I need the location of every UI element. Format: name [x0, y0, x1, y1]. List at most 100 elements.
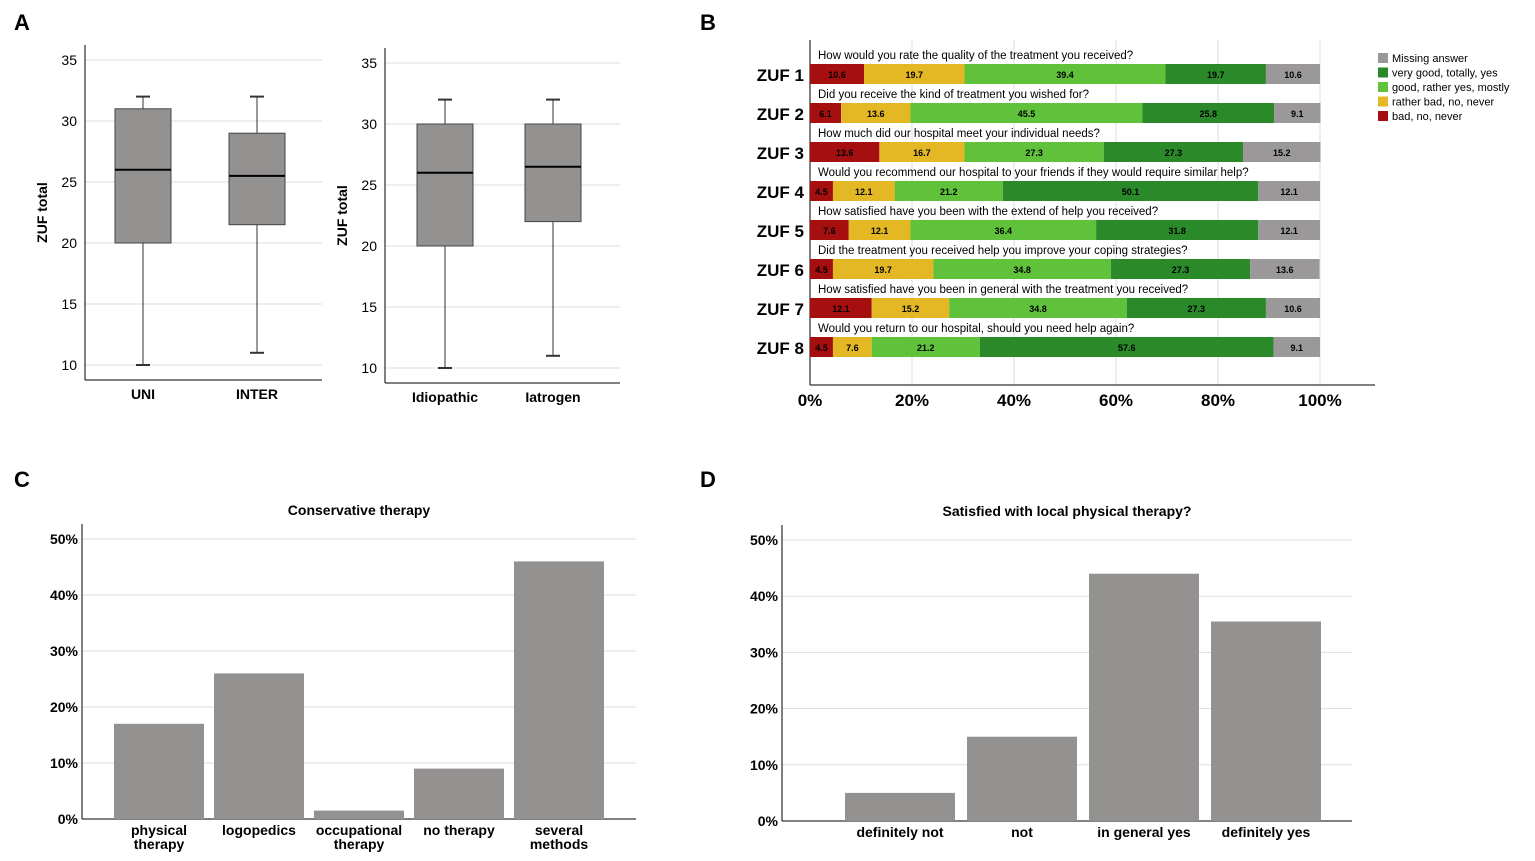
category-label: ZUF 6: [757, 261, 804, 280]
bar-segment: [1265, 298, 1320, 318]
data-label: 4.5: [815, 343, 828, 353]
question-text: How satisfied have you been in general w…: [818, 284, 1188, 296]
y-tick-label: 30: [61, 113, 77, 129]
data-label: 4.5: [815, 265, 828, 275]
data-label: 13.6: [867, 109, 885, 119]
question-text: Did the treatment you received help you …: [818, 245, 1187, 257]
data-label: 16.7: [913, 148, 931, 158]
bar-segment: [949, 298, 1127, 318]
category-label: ZUF 1: [757, 66, 804, 85]
y-tick-label: 20: [61, 235, 77, 251]
data-label: 27.3: [1188, 304, 1206, 314]
data-label: 50.1: [1122, 187, 1140, 197]
data-label: 15.2: [902, 304, 920, 314]
legend-swatch: [1378, 67, 1388, 78]
y-tick-label: 0%: [58, 811, 79, 827]
question-text: How would you rate the quality of the tr…: [818, 50, 1133, 62]
y-tick-label: 40%: [50, 587, 79, 603]
bar: [967, 736, 1077, 821]
panel-label: A: [14, 10, 30, 35]
bar: [514, 561, 604, 819]
y-tick-label: 10: [61, 357, 77, 373]
bar: [214, 673, 304, 819]
bar-segment: [810, 64, 865, 84]
data-label: 13.6: [836, 148, 854, 158]
bar-segment: [1274, 103, 1321, 123]
bar-segment: [964, 142, 1104, 162]
question-text: How much did our hospital meet your indi…: [818, 128, 1100, 140]
x-tick-label: no therapy: [423, 822, 495, 838]
bar-segment: [848, 220, 911, 240]
legend-label: very good, totally, yes: [1392, 68, 1498, 80]
bar-segment: [841, 103, 911, 123]
category-label: ZUF 8: [757, 339, 804, 358]
data-label: 12.1: [1280, 226, 1298, 236]
y-tick-label: 50%: [750, 532, 779, 548]
bar: [845, 792, 955, 821]
bar-segment: [879, 142, 965, 162]
y-tick-label: 35: [361, 55, 377, 71]
question-text: How satisfied have you been with the ext…: [818, 206, 1158, 218]
bar-segment: [933, 259, 1111, 279]
y-tick-label: 20%: [50, 699, 79, 715]
bar-segment: [810, 103, 842, 123]
bar: [114, 723, 204, 819]
x-tick-label: UNI: [131, 386, 155, 402]
y-tick-label: 20%: [750, 701, 779, 717]
x-tick-label: Iatrogen: [525, 389, 580, 405]
x-tick-label: Idiopathic: [412, 389, 478, 405]
y-tick-label: 15: [361, 299, 377, 315]
x-tick-label: 60%: [1099, 391, 1133, 410]
bar-segment: [810, 220, 849, 240]
bar-segment: [871, 298, 950, 318]
bar-segment: [810, 259, 833, 279]
panel-label: B: [700, 10, 716, 35]
data-label: 19.7: [874, 265, 892, 275]
x-tick-label: definitely not: [856, 824, 943, 840]
category-label: ZUF 2: [757, 105, 804, 124]
data-label: 21.2: [917, 343, 935, 353]
box: [416, 123, 474, 247]
question-text: Would you return to our hospital, should…: [818, 323, 1134, 335]
data-label: 27.3: [1172, 265, 1190, 275]
chart-title: Satisfied with local physical therapy?: [943, 503, 1192, 519]
category-label: ZUF 7: [757, 300, 804, 319]
data-label: 10.6: [1284, 304, 1302, 314]
x-tick-label: occupational: [316, 822, 402, 838]
data-label: 34.8: [1029, 304, 1047, 314]
bar: [314, 810, 404, 819]
data-label: 7.6: [846, 343, 859, 353]
data-label: 57.6: [1118, 343, 1136, 353]
legend-swatch: [1378, 111, 1388, 121]
x-tick-label: therapy: [334, 836, 385, 852]
bar-segment: [894, 181, 1003, 201]
x-tick-label: in general yes: [1097, 824, 1191, 840]
bar-segment: [871, 337, 980, 357]
category-label: ZUF 5: [757, 222, 804, 241]
data-label: 9.1: [1291, 109, 1304, 119]
y-tick-label: 10%: [750, 757, 779, 773]
x-tick-label: 0%: [798, 391, 823, 410]
data-label: 4.5: [815, 187, 828, 197]
data-label: 12.1: [855, 187, 873, 197]
bar-segment: [832, 337, 872, 357]
data-label: 7.6: [823, 226, 836, 236]
data-label: 25.8: [1200, 109, 1218, 119]
box: [524, 123, 582, 223]
data-label: 13.6: [1276, 265, 1294, 275]
question-text: Did you receive the kind of treatment yo…: [818, 89, 1089, 101]
y-tick-label: 30%: [50, 643, 79, 659]
data-label: 21.2: [940, 187, 958, 197]
box: [228, 132, 286, 226]
bar-segment: [1165, 64, 1266, 84]
y-tick-label: 30: [361, 116, 377, 132]
data-label: 12.1: [871, 226, 889, 236]
bar-segment: [810, 142, 880, 162]
data-label: 34.8: [1013, 265, 1031, 275]
legend-label: rather bad, no, never: [1392, 97, 1494, 109]
bar-segment: [1096, 220, 1259, 240]
bar-segment: [1242, 142, 1321, 162]
bar-segment: [832, 259, 934, 279]
legend-label: bad, no, never: [1392, 111, 1463, 123]
